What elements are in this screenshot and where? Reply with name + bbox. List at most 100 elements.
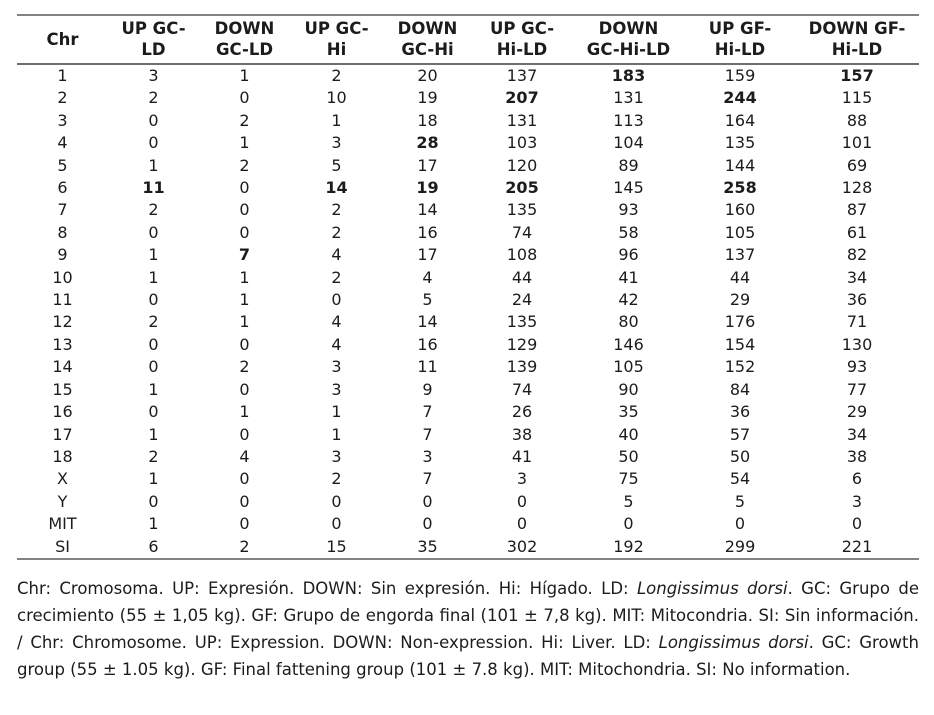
value-cell: 5 [422,290,433,310]
chr-cell: 17 [52,424,73,444]
value-cell: 0 [422,491,433,511]
value-cell: 74 [511,222,533,242]
value-cell: 1 [148,267,159,287]
value-cell: 80 [618,312,639,332]
value-cell: 16 [417,222,438,242]
value-cell: 82 [846,245,868,265]
value-cell: 89 [618,155,639,175]
value-cell: 1 [148,424,159,444]
value-cell: 54 [729,469,751,489]
value-cell: 183 [611,66,646,85]
value-cell: 29 [729,290,751,310]
value-cell: 0 [331,290,342,310]
value-cell: 0 [734,514,746,534]
value-cell: 3 [331,379,342,399]
value-cell: 2 [239,357,250,377]
chr-cell: 4 [57,133,68,153]
value-cell: 207 [505,88,539,108]
value-cell: 96 [618,245,639,265]
value-cell: 1 [239,402,250,422]
value-cell: 0 [239,514,250,534]
table-row: MIT 1 0 0 0 0 0 0 0 [17,513,919,535]
value-cell: 1 [148,155,159,175]
chr-cell: 7 [57,200,68,220]
column-header: UP GC- LD [108,15,199,65]
value-cell: 135 [506,200,538,220]
value-cell: 152 [724,357,756,377]
value-cell: 302 [506,536,538,556]
value-cell: 14 [325,178,348,198]
value-cell: 0 [239,200,250,220]
value-cell: 35 [417,536,438,556]
column-header: UP GC- Hi-LD [472,15,572,65]
table-row: 14 0 2 3 11 139 105 152 93 [17,356,919,378]
value-cell: 44 [511,267,533,287]
chr-cell: 15 [52,379,73,399]
table-row: 8 0 0 2 16 74 58 105 61 [17,222,919,244]
table-row: 9 1 7 4 17 108 96 137 82 [17,244,919,266]
value-cell: 29 [846,402,868,422]
value-cell: 176 [724,312,756,332]
footnote-text: Chr: Cromosoma. UP: Expresión. DOWN: Sin… [17,578,637,598]
value-cell: 1 [239,267,250,287]
value-cell: 299 [724,536,756,556]
value-cell: 35 [618,402,639,422]
value-cell: 36 [846,290,868,310]
value-cell: 2 [239,536,250,556]
table-row: 5 1 2 5 17 120 89 144 69 [17,155,919,177]
value-cell: 0 [148,491,159,511]
chr-cell: 1 [57,66,68,85]
table-row: 4 0 1 3 28 103 104 135 101 [17,132,919,154]
value-cell: 93 [618,200,639,220]
value-cell: 0 [148,133,159,153]
value-cell: 5 [331,155,342,175]
value-cell: 103 [506,133,538,153]
value-cell: 0 [516,491,528,511]
value-cell: 3 [331,133,342,153]
value-cell: 87 [846,200,868,220]
table-row: 18 2 4 3 3 41 50 50 38 [17,446,919,468]
value-cell: 1 [239,290,250,310]
table-row: 11 0 1 0 5 24 42 29 36 [17,289,919,311]
value-cell: 4 [331,245,342,265]
value-cell: 0 [239,424,250,444]
chr-cell: SI [55,536,70,556]
value-cell: 3 [331,357,342,377]
value-cell: 105 [613,357,644,377]
value-cell: 18 [417,110,438,130]
value-cell: 0 [239,469,250,489]
table-body: 1 3 1 2 20 137 183 159 157 2 2 0 10 19 207 131 244 115 3 0 2… [17,64,919,559]
value-cell: 2 [239,110,250,130]
value-cell: 0 [331,514,342,534]
value-cell: 0 [851,514,863,534]
value-cell: 0 [516,514,528,534]
value-cell: 3 [422,446,433,466]
column-header: Chr [17,15,108,65]
value-cell: 135 [506,312,538,332]
value-cell: 221 [841,536,873,556]
value-cell: 11 [142,178,165,198]
value-cell: 44 [729,267,751,287]
value-cell: 0 [422,514,433,534]
table-row: 6 11 0 14 19 205 145 258 128 [17,177,919,199]
value-cell: 88 [846,110,868,130]
value-cell: 58 [618,222,639,242]
table-row: 15 1 0 3 9 74 90 84 77 [17,379,919,401]
table-row: 10 1 1 2 4 44 41 44 34 [17,267,919,289]
chr-cell: 11 [52,290,73,310]
table-row: 17 1 0 1 7 38 40 57 34 [17,424,919,446]
chr-cell: 14 [52,357,73,377]
value-cell: 20 [417,66,438,85]
value-cell: 26 [511,402,533,422]
value-cell: 16 [417,334,438,354]
value-cell: 154 [724,334,756,354]
value-cell: 74 [511,379,533,399]
value-cell: 75 [618,469,639,489]
chr-cell: 6 [57,178,68,198]
value-cell: 7 [422,424,433,444]
footnote-species-name: Longissimus dorsi [636,578,788,598]
value-cell: 115 [841,88,873,108]
value-cell: 4 [331,334,342,354]
value-cell: 139 [506,357,538,377]
value-cell: 244 [723,88,757,108]
